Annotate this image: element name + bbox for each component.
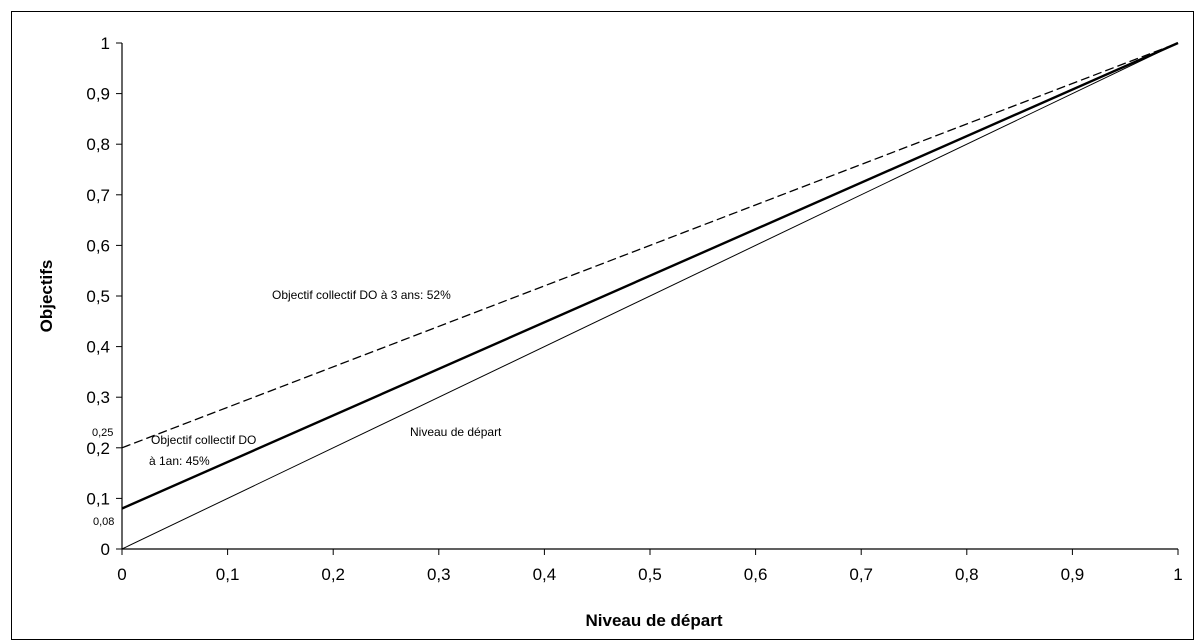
chart-frame — [11, 11, 1194, 640]
y-tick-label: 0,5 — [86, 287, 110, 306]
y-tick-label: 0,3 — [86, 388, 110, 407]
x-tick-label: 0,4 — [533, 565, 557, 584]
x-axis-title: Niveau de départ — [586, 611, 723, 630]
annotation-value-025: 0,25 — [92, 427, 113, 439]
series-lines — [121, 41, 1179, 550]
annotation-niveau-depart: Niveau de départ — [410, 425, 502, 439]
x-tick-label: 0,6 — [744, 565, 768, 584]
y-tick-label: 0,1 — [86, 489, 110, 508]
x-tick-label: 0 — [117, 565, 126, 584]
annotation-1-an-line2: à 1an: 45% — [149, 454, 210, 468]
x-tick-label: 0,2 — [321, 565, 345, 584]
annotation-3-ans: Objectif collectif DO à 3 ans: 52% — [272, 288, 451, 302]
series-line-3 — [121, 42, 1179, 550]
y-tick-label: 0 — [101, 540, 110, 559]
y-axis-title: Objectifs — [37, 260, 56, 333]
x-tick-label: 0,9 — [1061, 565, 1085, 584]
y-tick-label: 1 — [101, 34, 110, 53]
ticks: 0 0,1 0,2 0,3 0,4 0,5 0,6 0,7 0,8 0,9 1 0 0,1 0,2 0,3 0… — [86, 34, 1182, 584]
x-tick-label: 0,8 — [955, 565, 979, 584]
y-tick-label: 0,4 — [86, 338, 110, 357]
annotation-value-008: 0,08 — [93, 516, 114, 528]
y-tick-label: 0,6 — [86, 236, 110, 255]
x-tick-label: 0,3 — [427, 565, 451, 584]
labels: Objectifs Niveau de départ Objectif coll… — [37, 260, 723, 630]
x-tick-label: 0,5 — [638, 565, 662, 584]
series-line-2 — [121, 41, 1179, 510]
y-tick-label: 0,7 — [86, 186, 110, 205]
x-tick-label: 0,7 — [849, 565, 873, 584]
annotation-1-an-line1: Objectif collectif DO — [151, 433, 256, 447]
x-tick-label: 1 — [1173, 565, 1182, 584]
series-line-1 — [121, 42, 1179, 449]
y-tick-label: 0,8 — [86, 135, 110, 154]
x-tick-label: 0,1 — [216, 565, 240, 584]
y-tick-label: 0,2 — [86, 439, 110, 458]
y-tick-label: 0,9 — [86, 85, 110, 104]
